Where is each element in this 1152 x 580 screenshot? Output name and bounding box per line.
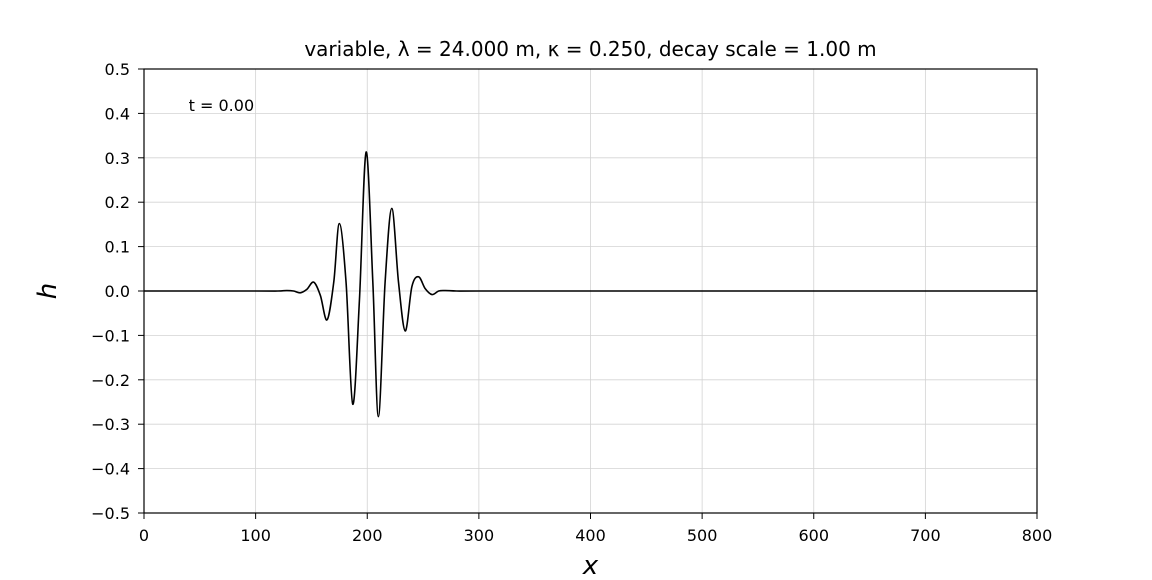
y-tick-label: −0.2 (91, 371, 130, 390)
x-tick-label: 400 (575, 526, 606, 545)
x-tick-label: 100 (240, 526, 271, 545)
y-tick-label: 0.3 (105, 149, 130, 168)
y-tick-label: 0.0 (105, 282, 130, 301)
x-tick-label: 600 (798, 526, 829, 545)
y-tick-label: 0.1 (105, 238, 130, 257)
series-layer (143, 151, 1037, 418)
x-tick-label: 500 (687, 526, 718, 545)
x-tick-label: 0 (139, 526, 149, 545)
series-line (143, 151, 1037, 418)
time-annotation: t = 0.00 (189, 96, 254, 115)
x-tick-label: 300 (464, 526, 495, 545)
y-tick-label: −0.5 (91, 504, 130, 523)
y-tick-label: 0.5 (105, 60, 130, 79)
grid-lines (143, 68, 1038, 514)
y-tick-label: 0.2 (105, 193, 130, 212)
x-tick-label: 800 (1022, 526, 1053, 545)
chart-title: variable, λ = 24.000 m, κ = 0.250, decay… (304, 37, 876, 61)
ticks: 0 100 200 300 400 500 600 700 800 0.5 0.4 0.3 0.2 0.1… (91, 60, 1052, 545)
x-tick-label: 700 (910, 526, 941, 545)
x-tick-label: 200 (352, 526, 383, 545)
x-axis-label: x (582, 551, 599, 576)
y-axis-label: h (33, 283, 63, 299)
y-tick-label: −0.4 (91, 460, 130, 479)
y-tick-label: 0.4 (105, 104, 130, 123)
y-tick-label: −0.3 (91, 415, 130, 434)
y-tick-label: −0.1 (91, 326, 130, 345)
